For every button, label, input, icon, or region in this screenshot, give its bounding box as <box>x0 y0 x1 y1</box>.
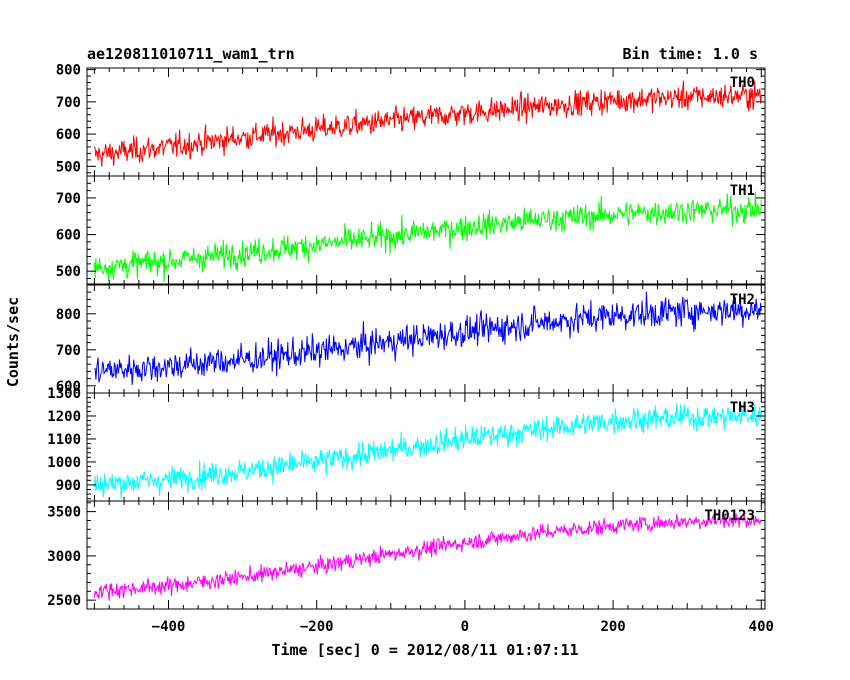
series-line-th1 <box>93 191 762 282</box>
panel-frame <box>86 67 766 177</box>
y-tick-label: 700 <box>56 95 81 111</box>
panel-th1: 500 600 700 TH1 <box>56 175 766 285</box>
y-tick-label: 1000 <box>47 455 81 471</box>
x-tick-label: 0 <box>461 619 469 635</box>
y-tick-label: 900 <box>56 478 81 494</box>
y-tick-label: 600 <box>56 127 81 143</box>
y-tick-label: 600 <box>56 228 81 244</box>
x-axis-label: Time [sec] 0 = 2012/08/11 01:07:11 <box>271 641 578 659</box>
y-tick-label: 700 <box>56 191 81 207</box>
panel-frame <box>86 284 766 394</box>
y-tick-label: 1200 <box>47 409 81 425</box>
y-tick-label: 600 <box>56 379 81 395</box>
panel-th3: 900 1000 1100 1200 1300 TH3 <box>47 386 766 502</box>
y-tick-label: 1100 <box>47 432 81 448</box>
y-tick-label: 3500 <box>47 505 81 521</box>
panel-frame <box>86 500 766 610</box>
y-tick-label: 3000 <box>47 549 81 565</box>
panels-group: 500 600 700 800 TH0 500 600 700 TH1 600 700 800 TH2 9… <box>47 63 766 610</box>
y-tick-label: 800 <box>56 63 81 79</box>
series-label-th0123: TH0123 <box>704 508 755 524</box>
y-tick-label: 700 <box>56 343 81 359</box>
series-label-th0: TH0 <box>730 75 755 91</box>
y-tick-label: 800 <box>56 307 81 323</box>
plot-title: ae120811010711_wam1_trn <box>87 45 295 63</box>
panel-th0: 500 600 700 800 TH0 <box>56 63 766 177</box>
x-tick-label: −200 <box>300 619 334 635</box>
series-label-th2: TH2 <box>730 292 755 308</box>
series-label-th3: TH3 <box>730 400 755 416</box>
x-tick-label: 400 <box>749 619 774 635</box>
series-line-th0 <box>93 80 762 167</box>
panel-th2: 600 700 800 TH2 <box>56 284 766 395</box>
x-axis: −400 −200 0 200 400 <box>152 619 774 635</box>
series-label-th1: TH1 <box>730 183 755 199</box>
series-line-th0123 <box>93 511 762 601</box>
y-tick-label: 2500 <box>47 593 81 609</box>
y-tick-label: 500 <box>56 264 81 280</box>
x-tick-label: −400 <box>152 619 186 635</box>
panel-frame <box>86 175 766 285</box>
y-tick-label: 1300 <box>47 386 81 402</box>
series-line-th2 <box>94 291 762 385</box>
series-line-th3 <box>93 402 762 500</box>
bin-time-label: Bin time: 1.0 s <box>622 45 758 63</box>
panel-th0123: 2500 3000 3500 TH0123 <box>47 500 766 610</box>
y-tick-label: 500 <box>56 159 81 175</box>
x-tick-label: 200 <box>600 619 625 635</box>
y-axis-label: Counts/sec <box>4 297 22 387</box>
